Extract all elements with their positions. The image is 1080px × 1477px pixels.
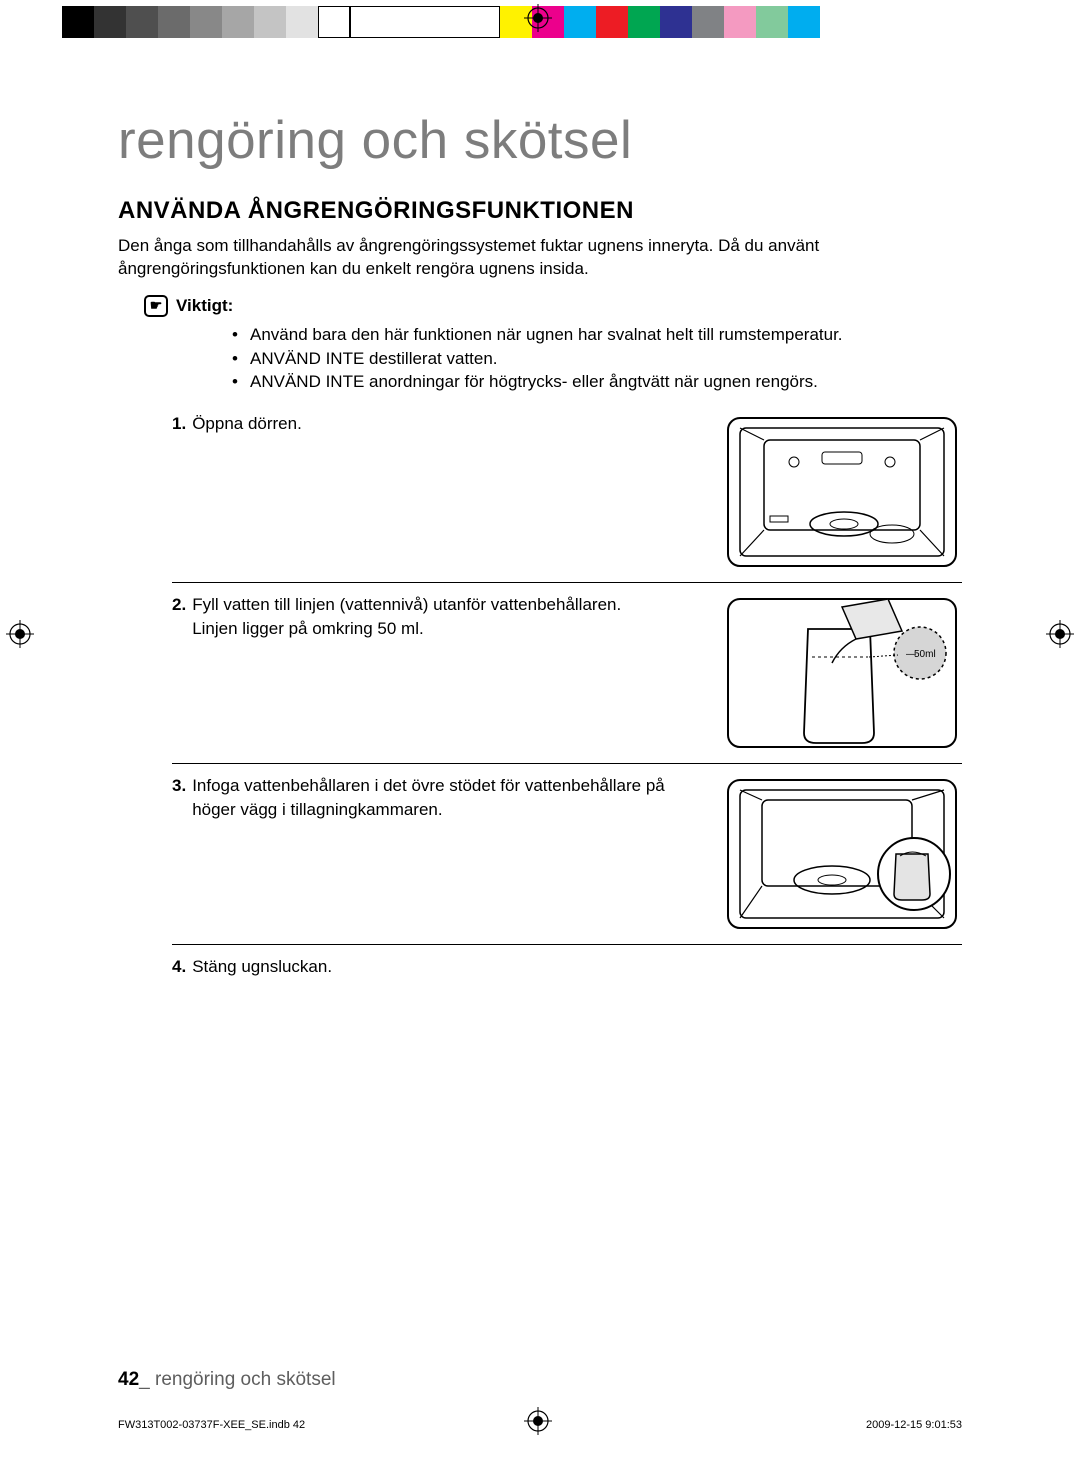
registration-mark-icon [6, 620, 34, 648]
step-text: Stäng ugnsluckan. [192, 955, 332, 979]
step-figure [722, 955, 962, 963]
step-text: Infoga vattenbehållaren i det övre stöde… [192, 774, 708, 822]
print-datetime-label: 2009-12-15 9:01:53 [866, 1419, 962, 1431]
important-bullet: Använd bara den här funktionen när ugnen… [232, 323, 962, 347]
color-swatch [596, 6, 628, 38]
important-bullet: ANVÄND INTE destillerat vatten. [232, 347, 962, 371]
intro-paragraph: Den ånga som tillhandahålls av ångrengör… [118, 235, 962, 281]
color-swatch [660, 6, 692, 38]
steps-list: 1.Öppna dörren.2.Fyll vatten till linjen… [172, 412, 962, 989]
step-figure [722, 774, 962, 934]
page-number-footer: 42_ rengöring och skötsel [118, 1369, 336, 1391]
pointing-hand-icon: ☛ [144, 295, 168, 317]
color-swatch [564, 6, 596, 38]
step-row: 1.Öppna dörren. [172, 412, 962, 583]
important-row: ☛ Viktigt: [144, 295, 962, 317]
color-swatch [628, 6, 660, 38]
important-bullet: ANVÄND INTE anordningar för högtrycks- e… [232, 370, 962, 394]
color-swatch [126, 6, 158, 38]
color-swatch [190, 6, 222, 38]
color-swatch [254, 6, 286, 38]
source-file-label: FW313T002-03737F-XEE_SE.indb 42 [118, 1419, 305, 1431]
step-row: 3.Infoga vattenbehållaren i det övre stö… [172, 774, 962, 945]
color-swatch [62, 6, 94, 38]
color-swatch [788, 6, 820, 38]
color-swatch [724, 6, 756, 38]
registration-mark-icon [524, 4, 552, 32]
color-swatch [756, 6, 788, 38]
figure-callout-label: 50ml [914, 649, 936, 660]
step-figure: 50ml [722, 593, 962, 753]
registration-mark-icon [1046, 620, 1074, 648]
step-row: 4.Stäng ugnsluckan. [172, 955, 962, 989]
color-swatch [158, 6, 190, 38]
page-content: rengöring och skötsel ANVÄNDA ÅNGRENGÖRI… [118, 110, 962, 999]
color-swatch [94, 6, 126, 38]
step-text: Öppna dörren. [192, 412, 302, 436]
step-figure [722, 412, 962, 572]
step-number: 4. [172, 955, 186, 979]
footer-sep: _ [139, 1369, 150, 1390]
step-row: 2.Fyll vatten till linjen (vattennivå) u… [172, 593, 962, 764]
color-swatch [318, 6, 350, 38]
footer-section-label: rengöring och skötsel [155, 1369, 336, 1390]
color-swatch [692, 6, 724, 38]
section-title: ANVÄNDA ÅNGRENGÖRINGSFUNKTIONEN [118, 197, 962, 225]
step-number: 3. [172, 774, 186, 822]
print-meta-footer: FW313T002-03737F-XEE_SE.indb 42 2009-12-… [118, 1419, 962, 1431]
page-number: 42 [118, 1369, 139, 1390]
step-number: 1. [172, 412, 186, 436]
step-text: Fyll vatten till linjen (vattennivå) uta… [192, 593, 621, 641]
step-number: 2. [172, 593, 186, 641]
important-label: Viktigt: [176, 295, 233, 317]
page-title: rengöring och skötsel [118, 110, 962, 171]
color-swatch [350, 6, 500, 38]
print-color-bar [62, 6, 820, 38]
important-bullets: Använd bara den här funktionen när ugnen… [232, 323, 962, 394]
color-swatch [222, 6, 254, 38]
color-swatch [286, 6, 318, 38]
